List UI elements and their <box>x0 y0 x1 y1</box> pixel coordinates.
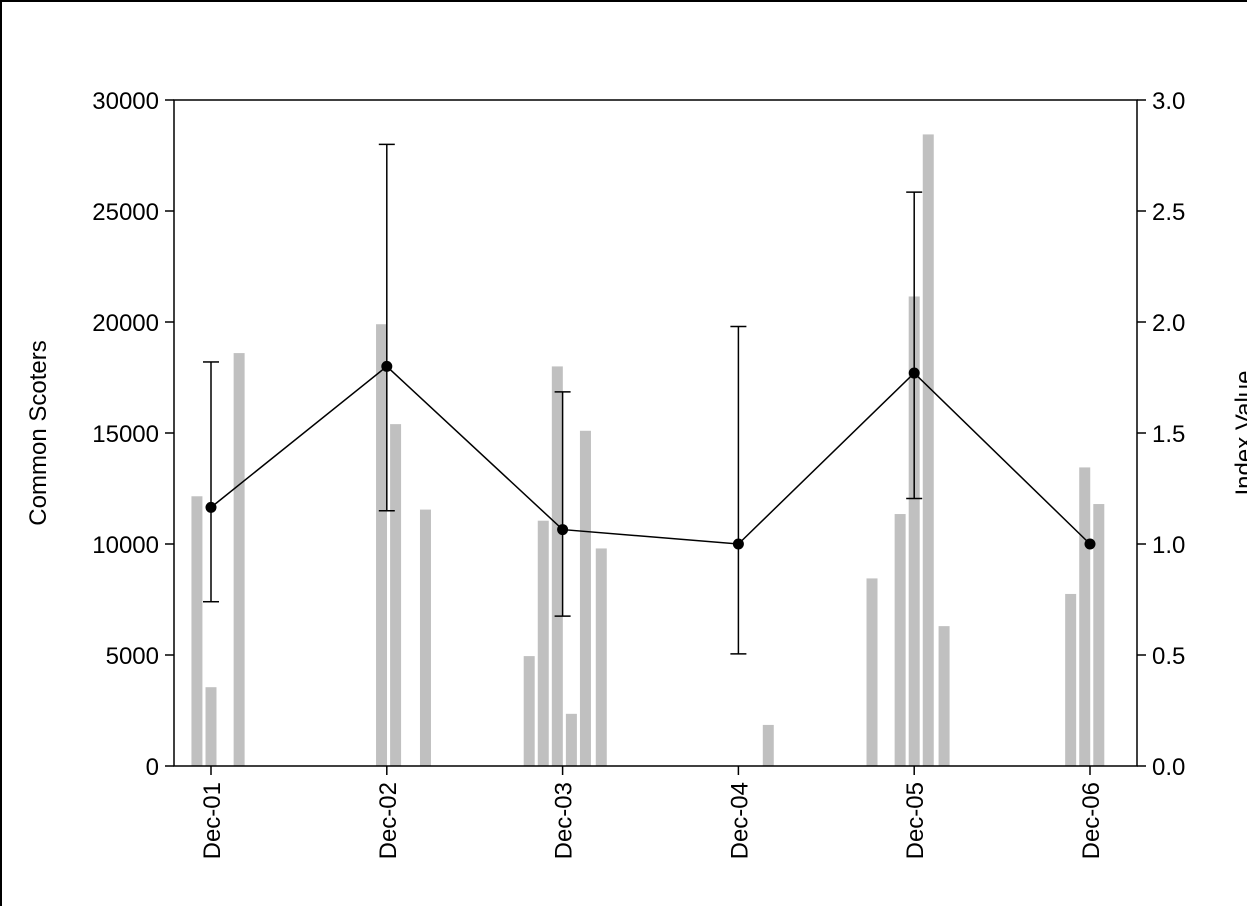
bar <box>908 296 920 766</box>
y-right-tick-label: 3.0 <box>1152 88 1185 115</box>
y-right-tick-label: 0.5 <box>1152 643 1185 670</box>
index-point <box>1084 538 1096 550</box>
bar <box>762 724 774 766</box>
bar <box>537 520 549 766</box>
index-point <box>205 501 217 513</box>
index-point <box>557 524 569 536</box>
bar <box>595 548 607 766</box>
bar <box>205 687 217 766</box>
bar <box>1065 593 1077 766</box>
y-right-tick-label: 1.0 <box>1152 532 1185 559</box>
y-right-tick-label: 1.5 <box>1152 421 1185 448</box>
index-point <box>381 360 393 372</box>
bar <box>938 626 950 766</box>
x-tick-label: Dec-02 <box>375 782 402 859</box>
bar <box>922 134 934 766</box>
y-right-tick-label: 2.5 <box>1152 199 1185 226</box>
bar <box>1093 504 1105 766</box>
y-right-tick-label: 0.0 <box>1152 754 1185 781</box>
x-tick-label: Dec-03 <box>551 782 578 859</box>
y-left-tick-label: 15000 <box>92 421 159 448</box>
bar <box>233 353 245 766</box>
y-left-tick-label: 0 <box>146 754 159 781</box>
bar <box>419 509 431 766</box>
bar <box>894 514 906 766</box>
x-tick-label: Dec-05 <box>902 782 929 859</box>
x-tick-label: Dec-06 <box>1078 782 1105 859</box>
bar <box>376 324 388 766</box>
index-point <box>908 367 920 379</box>
x-tick-label: Dec-01 <box>199 782 226 859</box>
y-axis-title-left: Common Scoters <box>25 340 52 525</box>
bar <box>866 578 878 766</box>
index-point <box>732 538 744 550</box>
bar <box>579 430 591 766</box>
bar <box>523 656 535 766</box>
bar <box>390 424 402 766</box>
plot-area-border <box>173 99 1138 767</box>
bar <box>551 366 563 766</box>
y-left-tick-label: 5000 <box>106 643 159 670</box>
y-left-tick-label: 20000 <box>92 310 159 337</box>
y-left-tick-label: 30000 <box>92 88 159 115</box>
y-left-tick-label: 25000 <box>92 199 159 226</box>
index-line <box>210 365 1091 545</box>
bar <box>565 713 577 766</box>
y-right-tick-label: 2.0 <box>1152 310 1185 337</box>
x-tick-label: Dec-04 <box>726 782 753 859</box>
bar <box>1079 467 1091 766</box>
y-axis-title-right: Index Value <box>1231 371 1247 496</box>
y-left-tick-label: 10000 <box>92 532 159 559</box>
bar <box>191 496 203 766</box>
